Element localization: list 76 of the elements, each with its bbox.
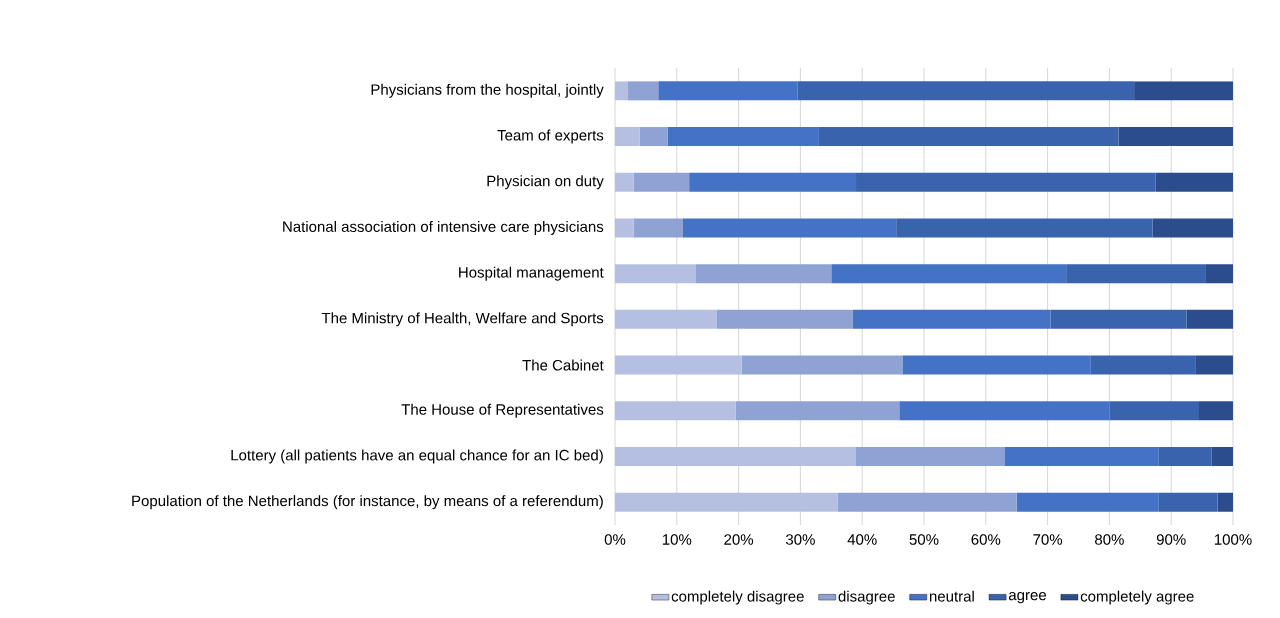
bar bbox=[689, 172, 857, 192]
x-tick-label: 30% bbox=[785, 534, 815, 545]
bar bbox=[615, 264, 696, 284]
y-tick-label: Physician on duty bbox=[487, 175, 604, 190]
bar bbox=[615, 172, 634, 192]
bar bbox=[1217, 492, 1233, 512]
bar bbox=[1205, 264, 1233, 284]
x-tick-label: 50% bbox=[909, 534, 939, 545]
legend-label: agree bbox=[1008, 592, 1046, 604]
bar bbox=[856, 172, 1156, 192]
x-tick-label: 70% bbox=[1033, 534, 1063, 545]
bar bbox=[615, 355, 742, 375]
bar bbox=[615, 309, 717, 329]
bar bbox=[1158, 492, 1218, 512]
bar bbox=[682, 218, 897, 238]
y-tick-label: Team of experts bbox=[497, 129, 604, 144]
y-tick-label: Population of the Netherlands (for instance, by means of a referendum) bbox=[132, 495, 603, 510]
bar bbox=[615, 81, 628, 101]
y-tick-label: The House of Representatives bbox=[401, 403, 604, 418]
y-tick-label: Lottery (all patients have an equal chance for an IC bed) bbox=[231, 449, 603, 464]
bar bbox=[627, 81, 659, 101]
bar bbox=[1155, 172, 1233, 192]
legend-label: disagree bbox=[838, 590, 895, 605]
bar bbox=[615, 446, 857, 466]
bar bbox=[1152, 218, 1233, 238]
bar bbox=[639, 127, 668, 147]
bar bbox=[1050, 309, 1187, 329]
legend-label: completely agree bbox=[1080, 590, 1194, 605]
x-tick-label: 40% bbox=[847, 534, 877, 545]
bar bbox=[1134, 81, 1233, 101]
bar bbox=[899, 401, 1110, 421]
bar bbox=[896, 218, 1153, 238]
x-tick-label: 80% bbox=[1095, 534, 1124, 545]
bar bbox=[1066, 264, 1206, 284]
y-tick-label: The Cabinet bbox=[522, 359, 604, 371]
x-tick-label: 60% bbox=[971, 534, 1001, 545]
bar bbox=[852, 309, 1051, 329]
bar bbox=[741, 355, 903, 375]
bar bbox=[1109, 401, 1199, 421]
y-tick-label: Hospital management bbox=[459, 266, 604, 281]
bar bbox=[735, 401, 900, 421]
bar bbox=[1090, 355, 1196, 375]
bar bbox=[716, 309, 853, 329]
x-tick-label: 90% bbox=[1156, 534, 1186, 545]
bar bbox=[633, 218, 683, 238]
bar bbox=[797, 81, 1135, 101]
x-tick-label: 10% bbox=[662, 534, 692, 545]
bar bbox=[1004, 446, 1159, 466]
bar bbox=[902, 355, 1091, 375]
legend-label: completely disagree bbox=[671, 590, 804, 605]
bar bbox=[1211, 446, 1233, 466]
bar bbox=[1016, 492, 1159, 512]
bar bbox=[615, 218, 634, 238]
bar bbox=[615, 401, 736, 421]
bar bbox=[1118, 127, 1233, 147]
bar bbox=[658, 81, 798, 101]
bar bbox=[1199, 401, 1233, 421]
x-tick-label: 0% bbox=[604, 534, 626, 545]
bar bbox=[633, 172, 690, 192]
bar bbox=[1195, 355, 1233, 375]
bar bbox=[615, 492, 838, 512]
bar bbox=[831, 264, 1067, 284]
legend-label: neutral bbox=[929, 590, 974, 602]
x-tick-label: 20% bbox=[724, 534, 754, 545]
bar bbox=[818, 127, 1119, 147]
bar bbox=[667, 127, 819, 147]
bar bbox=[1186, 309, 1233, 329]
bar bbox=[1158, 446, 1212, 466]
bar bbox=[856, 446, 1005, 466]
bar bbox=[615, 127, 640, 147]
bar bbox=[695, 264, 832, 284]
y-tick-label: National association of intensive care physicians bbox=[283, 220, 604, 235]
x-tick-label: 100% bbox=[1214, 534, 1252, 545]
bar bbox=[837, 492, 1017, 512]
y-tick-label: Physicians from the hospital, jointly bbox=[371, 83, 604, 98]
y-tick-label: The Ministry of Health, Welfare and Sports bbox=[321, 312, 604, 327]
